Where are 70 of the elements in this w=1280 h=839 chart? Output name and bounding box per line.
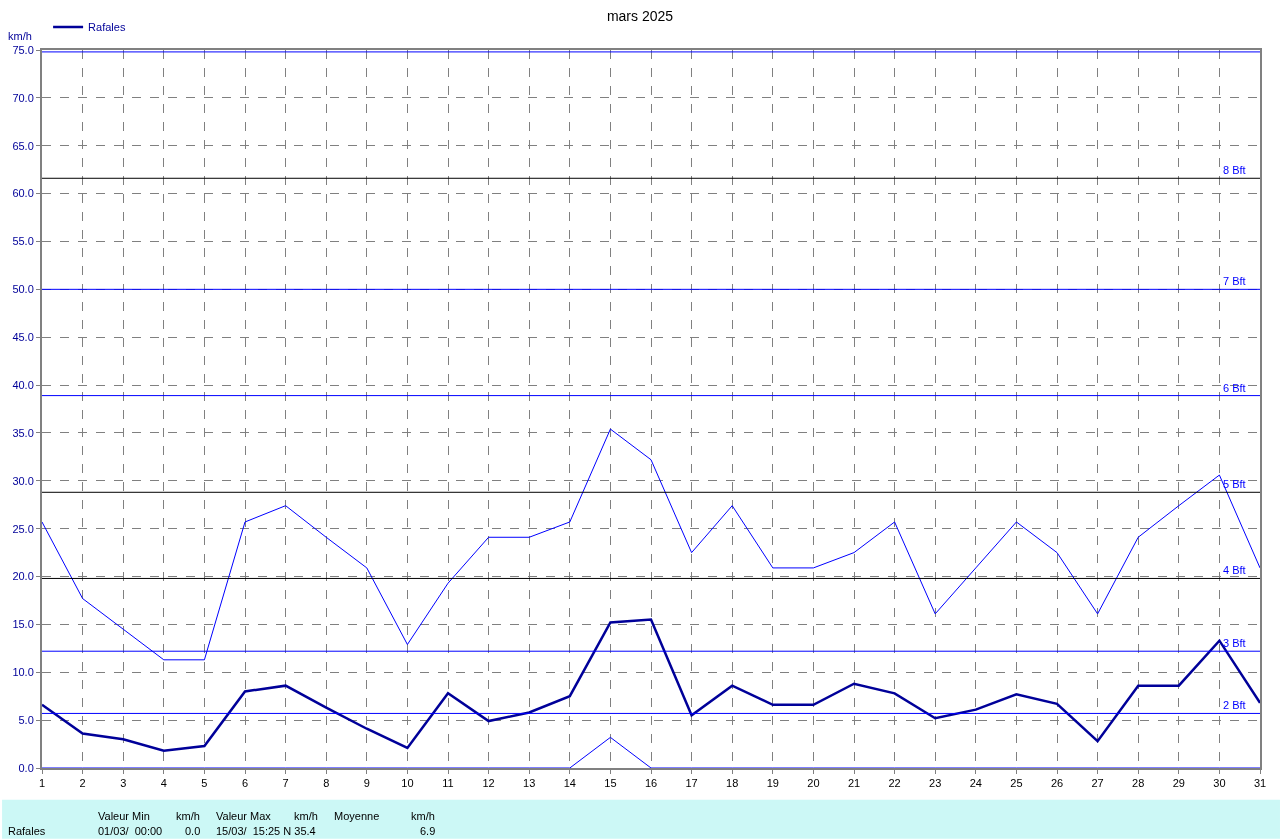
x-tick-label: 16 [644,777,658,790]
ref-line-label: 7 Bft [1223,275,1246,287]
y-tick-label: 75.0 [12,43,34,56]
x-tick-label: 9 [363,777,370,790]
x-tick-label: 25 [1010,777,1023,790]
y-tick-label: 15.0 [12,618,34,631]
y-tick-label: 55.0 [12,235,34,248]
text: Moyenne [334,810,380,822]
chart-title: mars 2025 [606,7,674,24]
line-series [42,428,1260,661]
y-tick-label: 20.0 [12,570,34,583]
y-tick-label: 30.0 [12,474,34,487]
x-tick-label: 30 [1213,777,1226,790]
x-tick-label: 18 [726,777,739,790]
y-tick-label: 65.0 [12,139,34,152]
x-tick-label: 1 [38,777,46,790]
ref-line-label: 5 Bft [1223,478,1246,490]
x-tick-label: 22 [888,777,901,790]
x-tick-label: 5 [201,777,208,790]
line-series [42,618,1260,753]
y-tick-label: 70.0 [12,91,34,104]
y-tick-label: 50.0 [12,283,34,296]
y-tick-label: 0.0 [18,761,34,774]
ref-line-label: 4 Bft [1223,564,1246,576]
x-tick-label: 24 [969,777,982,790]
x-tick-label: 20 [807,777,820,790]
text: 15/03/ 15:25 N 35.4 [216,825,316,837]
text: Rafales [8,825,46,837]
x-tick-label: 19 [766,777,779,790]
text: 01/03/ 00:00 [98,825,163,837]
x-tick-label: 28 [1132,777,1145,790]
x-tick-label: 3 [120,777,127,790]
y-tick-label: 45.0 [12,331,34,344]
x-tick-label: 26 [1050,777,1064,790]
text: km/h [294,810,318,822]
x-tick-label: 23 [929,777,942,790]
x-tick-label: 7 [282,777,289,790]
ref-line-label: 8 Bft [1223,164,1246,176]
y-tick-label: 25.0 [12,522,34,535]
text: 0.0 [185,825,201,837]
y-tick-label: 60.0 [12,187,34,200]
text: km/h [176,810,200,822]
x-tick-label: 4 [160,777,167,790]
y-tick-label: 40.0 [12,378,34,391]
x-tick-label: 12 [482,777,495,790]
ref-line-label: 2 Bft [1223,699,1246,711]
x-tick-label: 15 [604,777,617,790]
legend-label: Rafales [88,21,126,34]
x-tick-label: 21 [847,777,861,790]
x-tick-label: 27 [1091,777,1104,790]
x-tick-label: 6 [241,777,249,790]
x-tick-label: 13 [523,777,536,790]
y-axis-title: km/h [8,30,32,42]
x-tick-label: 29 [1172,777,1185,790]
text: km/h [411,810,435,822]
x-tick-label: 11 [442,777,454,790]
y-tick-label: 5.0 [18,713,34,726]
y-tick-label: 35.0 [12,426,34,439]
x-tick-label: 10 [401,777,414,790]
text: Valeur Max [216,810,272,822]
ref-line-label: 3 Bft [1223,637,1246,649]
text: 6.9 [420,825,436,837]
x-tick-label: 17 [685,777,698,790]
ref-line-label: 6 Bft [1223,382,1246,394]
y-tick-label: 10.0 [12,666,34,679]
x-tick-label: 8 [323,777,330,790]
x-tick-label: 31 [1253,777,1267,790]
text: Valeur Min [98,810,150,822]
x-tick-label: 14 [563,777,576,790]
x-tick-label: 2 [79,777,86,790]
